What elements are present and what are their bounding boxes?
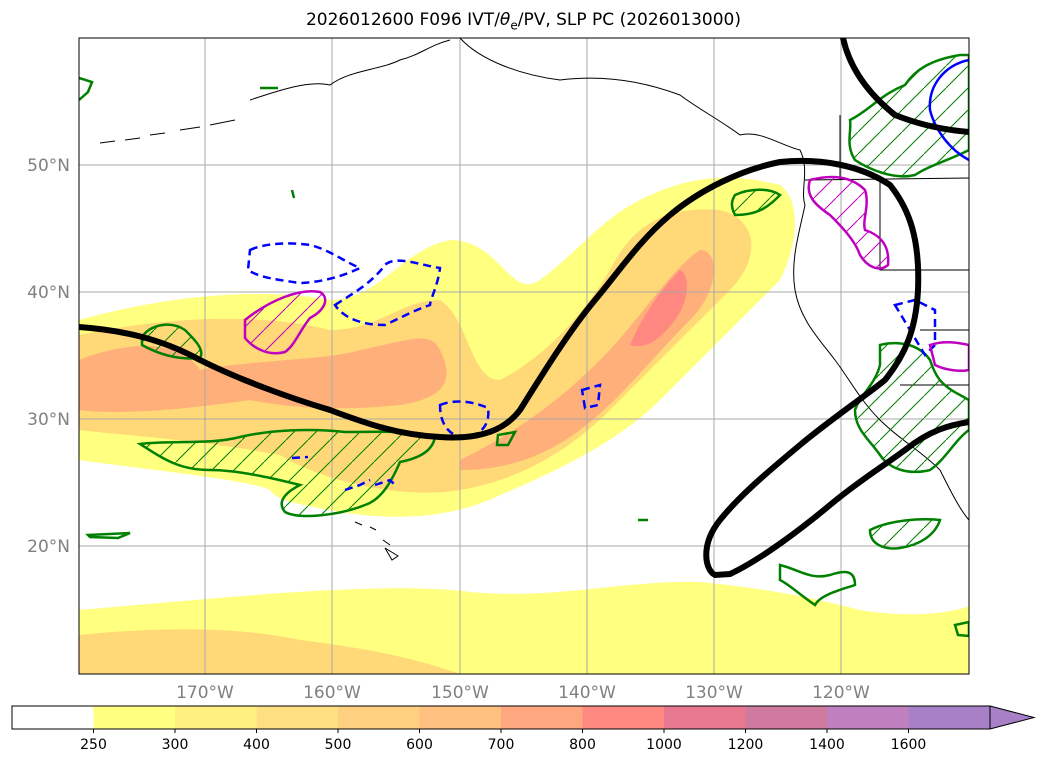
map-layers <box>79 38 969 674</box>
colorbar-tick-label: 1200 <box>728 737 764 753</box>
colorbar-swatch <box>582 706 665 729</box>
pv-central <box>438 400 490 439</box>
lat-label: 40°N <box>27 283 70 303</box>
pv-magenta-coast <box>807 175 890 270</box>
lon-label: 170°W <box>176 683 234 703</box>
theta-e-small-6 <box>953 620 969 638</box>
colorbar-swatch <box>745 706 828 729</box>
colorbar-tick-label: 400 <box>243 737 270 753</box>
colorbar-swatch <box>664 706 746 729</box>
theta-e-small-7 <box>260 86 648 522</box>
pv-small-3 <box>344 478 396 492</box>
aleutian-islands <box>99 119 236 144</box>
north-america-coast <box>793 204 969 521</box>
colorbar-swatch <box>908 706 991 729</box>
colorbar-swatch <box>419 706 502 729</box>
graticule <box>79 38 969 674</box>
pv-dashed-contours <box>246 242 937 492</box>
ivt-southern-band-mid <box>79 629 460 674</box>
colorbar-tick-label: 1600 <box>891 737 927 753</box>
colorbar-tick-label: 250 <box>80 737 107 753</box>
theta-e-coast <box>730 188 782 217</box>
pv-small-1 <box>580 383 602 410</box>
alaska-coast <box>249 38 806 206</box>
pv-solid-northeast <box>928 58 969 162</box>
lon-label: 130°W <box>685 683 743 703</box>
slp-contours <box>79 38 969 579</box>
lat-label: 20°N <box>27 537 70 557</box>
us-canada-border <box>804 115 969 386</box>
colorbar-tick-label: 300 <box>162 737 189 753</box>
theta-e-small-2 <box>778 563 857 607</box>
ivt-core <box>460 250 714 470</box>
lon-label: 120°W <box>812 683 870 703</box>
colorbar-tick-label: 1400 <box>809 737 845 753</box>
pv-magenta-east <box>928 341 969 373</box>
theta-e-southwest-us <box>853 341 969 474</box>
theta-e-small-5 <box>79 76 94 101</box>
colorbar-swatch <box>12 706 94 729</box>
theta-e-small-3 <box>495 430 518 447</box>
slp-main-contour <box>79 157 969 579</box>
colorbar-tick-label: 700 <box>488 737 515 753</box>
colorbar-swatch <box>827 706 909 729</box>
ivt-peak <box>630 270 687 347</box>
pv-small-4 <box>291 455 309 460</box>
slp-northeast-contour <box>840 38 969 135</box>
theta-e-northeast <box>848 53 969 178</box>
latitude-labels: 50°N 40°N 30°N 20°N <box>27 156 70 557</box>
pv-north-pacific-1 <box>246 242 364 285</box>
lat-label: 50°N <box>27 156 70 176</box>
colorbar-swatch <box>338 706 420 729</box>
theta-e-small-4 <box>85 531 131 540</box>
colorbar-tick-label: 500 <box>325 737 352 753</box>
pv-north-pacific-2 <box>333 259 442 327</box>
pv-small-2 <box>893 298 937 358</box>
pv-magenta-contours <box>243 175 969 373</box>
map-frame <box>78 37 970 675</box>
lon-label: 160°W <box>303 683 361 703</box>
longitude-labels: 170°W 160°W 150°W 140°W 130°W 120°W <box>176 683 870 703</box>
hawaii-islands <box>354 521 399 561</box>
colorbar-tick-label: 800 <box>569 737 596 753</box>
theta-e-contours <box>79 53 969 638</box>
theta-e-small-1 <box>868 518 942 550</box>
figure-title: 2026012600 F096 IVT/θe/PV, SLP PC (20260… <box>305 10 742 33</box>
ivt-shading <box>79 177 969 674</box>
colorbar-swatch <box>175 706 257 729</box>
colorbar-swatch <box>93 706 176 729</box>
colorbar-ticks: 250 300 400 500 600 700 800 1000 1200 1400 1600 <box>80 729 926 753</box>
coastlines <box>99 38 969 561</box>
colorbar-tick-label: 1000 <box>646 737 682 753</box>
colorbar <box>11 705 1036 730</box>
pv-magenta-west <box>243 290 327 355</box>
colorbar-swatch <box>256 706 339 729</box>
lon-label: 140°W <box>558 683 616 703</box>
lon-label: 150°W <box>431 683 489 703</box>
colorbar-swatch <box>501 706 583 729</box>
colorbar-extend-arrow <box>989 705 1036 730</box>
lat-label: 30°N <box>27 410 70 430</box>
colorbar-tick-label: 600 <box>406 737 433 753</box>
